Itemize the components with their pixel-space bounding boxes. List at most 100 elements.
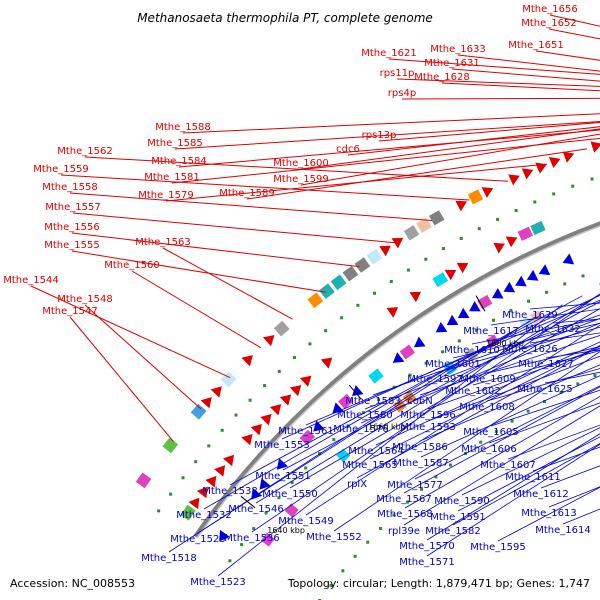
tick-mark [475, 295, 486, 312]
forward-gene-label: rps4p [388, 88, 416, 99]
reverse-leader-line [403, 386, 600, 494]
reverse-gene-label: Mthe_1614 [535, 525, 591, 536]
backbone-layer [193, 221, 600, 539]
gc-dot [392, 513, 396, 517]
gc-dot [434, 475, 438, 479]
forward-gene-label: Mthe_1560 [104, 260, 160, 271]
forward-gene-label: Mthe_1584 [151, 156, 207, 167]
forward-gene-label: Mthe_1651 [508, 40, 564, 51]
reverse-gene-arrow [515, 275, 527, 287]
forward-gene-label: Mthe_1599 [273, 174, 329, 185]
reverse-gene-arrow [526, 269, 539, 281]
tick-mark [348, 384, 362, 400]
map-title: Methanosaeta thermophila PT, complete ge… [137, 11, 433, 25]
gc-dot [308, 342, 312, 346]
reverse-gene-arrow [446, 314, 459, 326]
reverse-leader-line [305, 299, 600, 426]
gc-dot [441, 247, 445, 251]
reverse-gene-label: Mthe_1532 [176, 510, 232, 521]
reverse-feature-block [399, 344, 416, 360]
reverse-gene-label: Mthe_1593 [400, 422, 456, 433]
gc-dot [252, 527, 256, 531]
gc-dot [366, 540, 370, 544]
reverse-gene-label: Mthe_1550 [262, 489, 318, 500]
forward-leader-line [171, 137, 600, 184]
reverse-gene-label: Mthe_1571 [399, 557, 455, 568]
outer-gene-arrow [562, 151, 575, 163]
reverse-leader-line [404, 396, 600, 509]
inner-feature-block [260, 532, 275, 547]
reverse-gene-label: Mthe_1587 [393, 458, 449, 469]
outer-gene-arrow [535, 162, 547, 174]
reverse-gene-label: Mthe_1606 [461, 444, 517, 455]
tick-label: 1680 kbp [486, 339, 524, 348]
reverse-leader-line [488, 402, 600, 444]
reverse-leader-line [333, 351, 600, 532]
forward-leader-line [347, 126, 600, 156]
forward-gene-arrow [505, 236, 518, 248]
outer-feature-block [354, 257, 371, 273]
reverse-gene-label: Mthe_1601 [425, 359, 481, 370]
reverse-leader-line [364, 317, 600, 410]
reverse-gene-label: Mthe_1518 [141, 553, 197, 564]
gc-dot [552, 192, 556, 196]
reverse-leader-line [486, 368, 600, 402]
reverse-gene-label: Mthe_1605 [463, 427, 519, 438]
forward-leader-line [162, 247, 293, 320]
reverse-leader-line [305, 324, 600, 516]
gc-dot [477, 227, 481, 231]
reverse-gene-label: cobN [407, 396, 432, 407]
forward-gene-arrow [196, 486, 208, 499]
reverse-leader-line [552, 318, 600, 324]
reverse-gene-label: Mthe_1590 [434, 496, 490, 507]
reverse-gene-label: Mthe_1591 [430, 512, 486, 523]
outer-feature-block [416, 217, 432, 233]
reverse-gene-label: Mthe_1613 [521, 508, 577, 519]
reverse-gene-label: Mthe_1625 [517, 384, 573, 395]
gc-dot [593, 374, 597, 378]
outer-gene-arrow [455, 200, 467, 212]
forward-gene-label: Mthe_1588 [155, 122, 211, 133]
gc-dot [590, 177, 594, 181]
reverse-leader-line [472, 350, 600, 386]
forward-gene-arrow [188, 497, 200, 510]
reverse-gene-arrow [562, 253, 575, 265]
gc-dot [543, 400, 546, 404]
gc-dot [420, 487, 424, 491]
outer-feature-block [190, 403, 207, 420]
reverse-gene-arrow [259, 478, 271, 490]
forward-gene-label: Mthe_1633 [430, 44, 486, 55]
reverse-gene-label: Mthe_1525 [170, 534, 226, 545]
gc-dot [406, 500, 410, 504]
reverse-gene-label: Mthe_1580 [337, 410, 393, 421]
forward-gene-label: Mthe_1547 [42, 306, 98, 317]
forward-gene-label: Mthe_1585 [147, 138, 203, 149]
gc-dot [581, 274, 585, 278]
gc-dot [341, 569, 345, 573]
gc-dot [576, 382, 580, 386]
forward-gene-arrow [456, 262, 469, 274]
gc-dot [526, 409, 530, 413]
gc-dot [545, 290, 549, 294]
forward-leader-line [182, 113, 600, 134]
gc-dot [169, 492, 173, 496]
forward-leader-line [84, 156, 508, 182]
forward-leader-line [84, 304, 202, 410]
reverse-leader-line [168, 346, 485, 553]
forward-leader-line [60, 174, 470, 201]
reverse-gene-label: Mthe_1576 [333, 424, 389, 435]
forward-gene-label: Mthe_1581 [144, 172, 200, 183]
reverse-gene-label: Mthe_1565 [342, 460, 398, 471]
outer-gene-arrow [508, 174, 520, 186]
forward-gene-arrow [222, 454, 235, 467]
reverse-gene-label: Mthe_1607 [480, 460, 536, 471]
outer-gene-arrow [481, 187, 494, 198]
outer-feature-block [135, 472, 152, 489]
forward-gene-label: Mthe_1628 [414, 72, 470, 83]
reverse-leader-line [289, 308, 600, 489]
gc-dot [389, 280, 393, 283]
gc-dot [194, 460, 198, 464]
forward-gene-label: Mthe_1621 [361, 48, 417, 59]
reverse-leader-line [251, 293, 600, 533]
